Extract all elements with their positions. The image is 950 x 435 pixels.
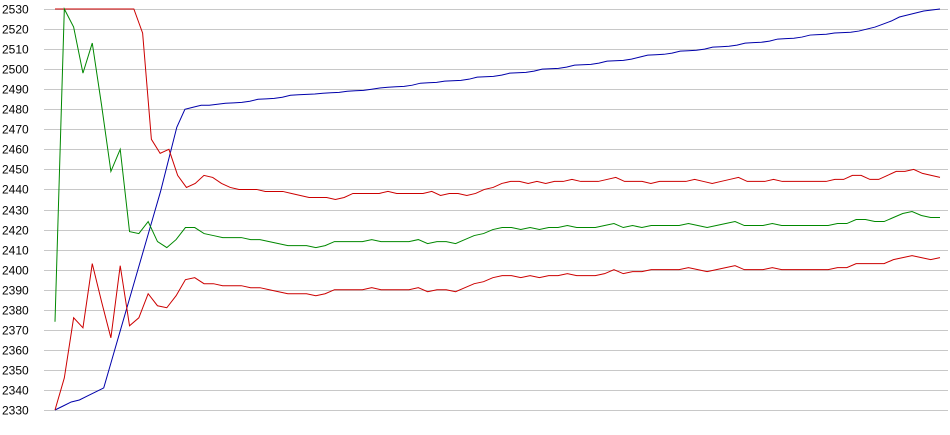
y-tick-label: 2510 [2, 43, 29, 57]
y-tick-label: 2490 [2, 83, 29, 97]
series-line-3 [54, 7, 940, 322]
series-line-2 [55, 8, 941, 200]
y-tick-label: 2460 [2, 143, 29, 157]
y-axis-tick-labels: 2330 2340 2350 2360 2370 2380 2390 2400 2410 2420… [2, 3, 29, 418]
y-tick-label: 2340 [2, 384, 29, 398]
y-tick-label: 2500 [2, 63, 29, 77]
y-tick-label: 2420 [2, 224, 29, 238]
y-tick-label: 2480 [2, 103, 29, 117]
y-tick-label: 2400 [2, 264, 29, 278]
y-tick-label: 2350 [2, 364, 29, 378]
y-tick-label: 2440 [2, 183, 29, 197]
y-tick-label: 2470 [2, 123, 29, 137]
gridlines [44, 9, 948, 411]
y-tick-label: 2380 [2, 304, 29, 318]
y-tick-label: 2410 [2, 244, 29, 258]
series-line-1 [54, 8, 941, 411]
y-tick-label: 2390 [2, 284, 29, 298]
y-tick-label: 2450 [2, 163, 29, 177]
y-tick-label: 2430 [2, 204, 29, 218]
series-line-4 [54, 255, 941, 411]
y-tick-label: 2530 [2, 3, 29, 17]
series-lines [54, 7, 941, 411]
y-tick-label: 2330 [2, 404, 29, 418]
y-tick-label: 2520 [2, 23, 29, 37]
y-tick-label: 2370 [2, 324, 29, 338]
y-tick-label: 2360 [2, 344, 29, 358]
